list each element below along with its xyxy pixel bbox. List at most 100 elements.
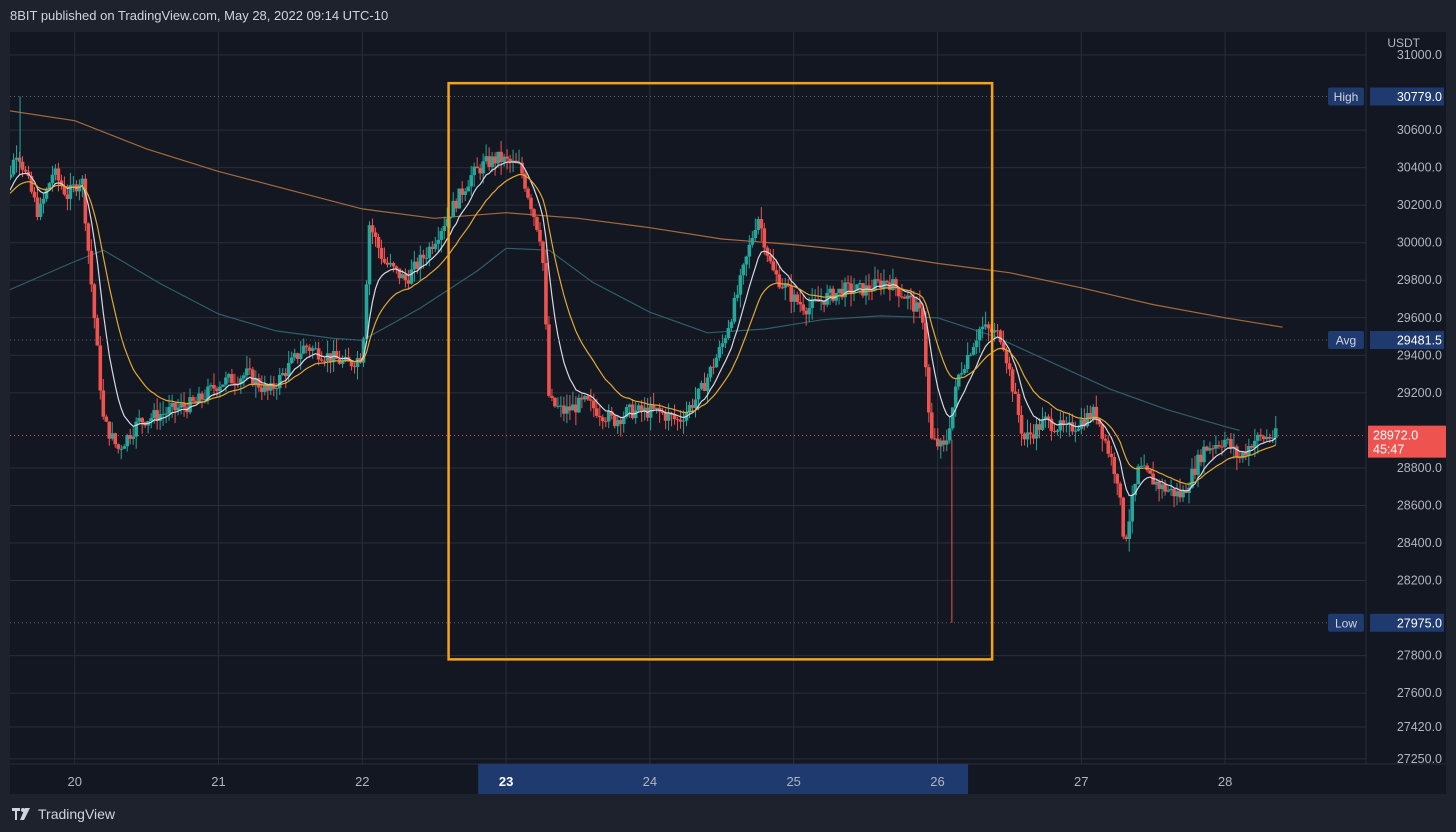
candle-body (523, 173, 527, 189)
highlight-box[interactable] (447, 81, 994, 661)
footer (0, 796, 1456, 832)
candle-body (203, 399, 207, 401)
candle-body (1097, 418, 1102, 425)
candle-body (340, 360, 345, 364)
candle-body (777, 274, 782, 288)
candle-body (603, 421, 608, 423)
candle-body (1127, 521, 1131, 539)
price-tick-label: 29400.0 (1397, 348, 1442, 362)
candle-body (696, 388, 701, 400)
candle-body (571, 404, 575, 411)
candle-body (89, 250, 94, 285)
candle-body (334, 351, 339, 359)
candle-body (71, 184, 76, 186)
chart-area[interactable]: USDT 31000.0 30600.0 30400.0 30200.0 30000.0 2… (0, 32, 1446, 794)
candle-body (469, 175, 473, 187)
candle-body (873, 279, 877, 291)
candle-body (1190, 468, 1194, 488)
candle-body (657, 407, 662, 412)
candle-body (941, 440, 946, 445)
candle-body (292, 353, 297, 358)
candle-body (762, 228, 767, 248)
candle-body (158, 414, 162, 421)
candle-body (490, 156, 494, 167)
candle-body (307, 347, 312, 351)
candle-body (1211, 448, 1215, 450)
candle-body (155, 410, 159, 421)
candle-body (753, 230, 758, 238)
candle-body (1013, 391, 1018, 394)
candle-body (95, 318, 100, 346)
candle-body (1115, 474, 1120, 484)
price-tick-label: 28400.0 (1397, 536, 1442, 550)
candle-body (1001, 342, 1006, 350)
candle-body (642, 407, 647, 412)
candle-body (257, 378, 261, 388)
candle-body (541, 241, 545, 263)
candle-body (636, 405, 641, 411)
candle-body (14, 157, 19, 160)
candle-body (1223, 439, 1227, 447)
candle-body (1250, 445, 1254, 448)
price-tick-label: 30000.0 (1397, 236, 1442, 250)
candle-body (301, 345, 306, 354)
candle-body (595, 408, 599, 416)
candle-body (741, 264, 746, 276)
candle-body (1043, 416, 1048, 420)
candle-body (720, 343, 725, 348)
candle-body (1258, 434, 1263, 437)
candle-body (846, 282, 850, 284)
candle-body (1034, 424, 1039, 439)
candle-body (929, 412, 934, 439)
candle-body (843, 282, 847, 298)
candle-body (699, 382, 704, 389)
candle-body (1133, 483, 1137, 496)
candle-body (1166, 490, 1170, 492)
candle-body (819, 300, 823, 302)
candle-body (391, 262, 396, 267)
candle-body (532, 209, 536, 218)
time-tick-label: 22 (355, 774, 369, 789)
candle-body (179, 403, 183, 408)
candle-body (1154, 481, 1158, 485)
candle-body (553, 397, 557, 407)
candle-body (1073, 430, 1078, 432)
candle-body (744, 256, 749, 265)
candle-body (319, 359, 324, 361)
candle-body (526, 188, 530, 198)
candle-body (137, 418, 141, 422)
time-tick-label: 23 (499, 774, 513, 789)
price-tick-label: 28600.0 (1397, 498, 1442, 512)
candle-body (191, 397, 195, 401)
time-tick-label: 24 (643, 774, 657, 789)
candle-body (627, 404, 632, 408)
candle-body (1025, 432, 1030, 440)
candle-body (508, 158, 512, 163)
tradingview-logo[interactable]: TradingView (12, 806, 115, 822)
candle-body (101, 390, 106, 417)
candle-body (484, 156, 488, 162)
candle-body (1196, 454, 1200, 475)
candle-body (956, 374, 961, 387)
candle-body (1142, 465, 1146, 467)
candle-body (1085, 413, 1090, 427)
price-tick-label: 30200.0 (1397, 198, 1442, 212)
candle-body (597, 415, 602, 418)
candle-body (1112, 457, 1117, 475)
candle-body (427, 246, 432, 258)
candle-body (1004, 349, 1009, 364)
candle-body (20, 161, 25, 170)
candle-body (556, 405, 560, 407)
candle-body (831, 288, 835, 301)
candle-body (708, 366, 713, 378)
price-tick-label: 27600.0 (1397, 686, 1442, 700)
candle-body (409, 269, 414, 284)
candle-body (239, 378, 243, 385)
candle-body (215, 388, 219, 392)
tradingview-brand: TradingView (38, 806, 116, 822)
candle-body (897, 288, 901, 297)
candle-body (630, 404, 635, 419)
candle-body (544, 262, 548, 325)
candle-body (230, 374, 234, 384)
